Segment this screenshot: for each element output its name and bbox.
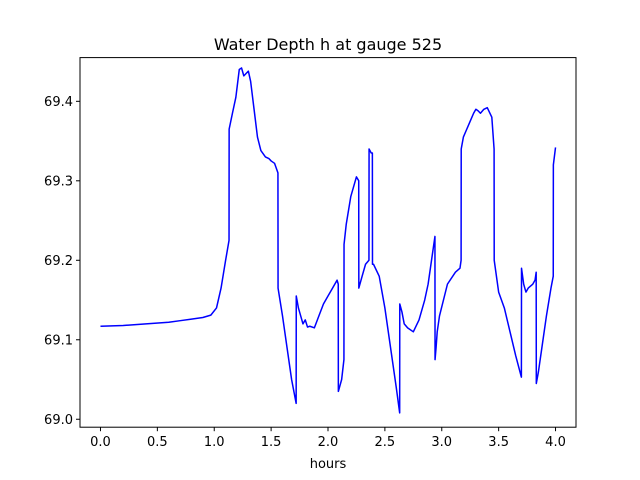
plot-frame bbox=[79, 57, 577, 428]
x-tick-label: 4.0 bbox=[545, 435, 566, 450]
y-tick-label: 69.0 bbox=[44, 413, 73, 428]
x-tick-label: 1.0 bbox=[204, 435, 225, 450]
plot-area bbox=[100, 67, 557, 414]
y-tick-label: 69.3 bbox=[44, 174, 73, 189]
y-tick-label: 69.2 bbox=[44, 254, 73, 269]
x-tick-label: 2.5 bbox=[375, 435, 396, 450]
series-line-0 bbox=[100, 67, 557, 414]
x-tick-label: 0.0 bbox=[90, 435, 111, 450]
x-tick-label: 2.0 bbox=[318, 435, 339, 450]
x-tick-label: 3.0 bbox=[431, 435, 452, 450]
x-tick-label: 1.5 bbox=[261, 435, 282, 450]
x-tick-label: 0.5 bbox=[147, 435, 168, 450]
x-tick-label: 3.5 bbox=[488, 435, 509, 450]
y-axis: 69.0 69.1 69.2 69.3 69.4 bbox=[44, 95, 80, 428]
x-axis-label: hours bbox=[310, 457, 347, 472]
y-tick-label: 69.4 bbox=[44, 95, 73, 110]
x-axis: 0.0 0.5 1.0 1.5 2.0 2.5 3.0 3.5 4.0 bbox=[90, 427, 566, 450]
y-tick-label: 69.1 bbox=[44, 333, 73, 348]
chart-title: Water Depth h at gauge 525 bbox=[214, 35, 442, 54]
